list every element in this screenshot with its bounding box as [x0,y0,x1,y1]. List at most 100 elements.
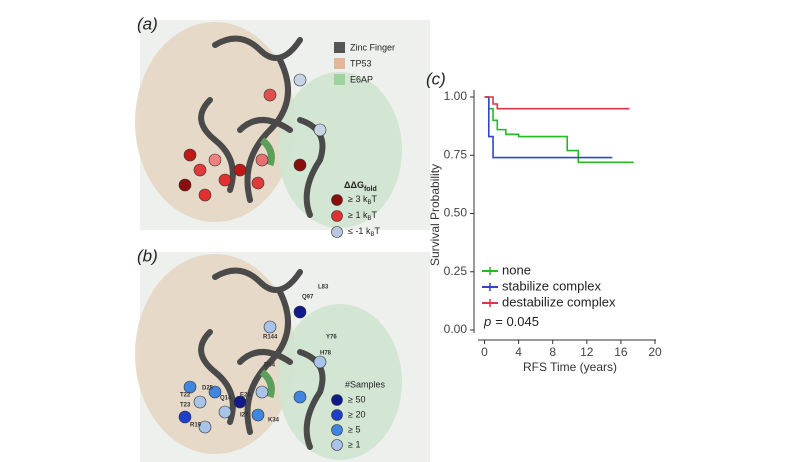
protein-ribbon [297,117,326,218]
y-tick-label: 0.25 [444,264,468,278]
text-part: = 0.045 [495,314,539,329]
legend-sphere [331,439,343,451]
text-part: B [370,232,374,238]
protein-ribbon [212,35,303,61]
residue-label: Y76 [326,335,337,341]
residue-sphere [313,355,327,369]
residue-sphere [233,395,247,409]
residue-sphere [218,405,232,419]
panel-label: (b) [137,246,158,265]
legend-label: ≥ 1 [348,439,360,449]
text-part: ≥ 3 k [348,194,368,204]
legend-swatch [334,42,345,53]
y-tick-label: 0.00 [444,322,468,336]
survival-curve [484,96,613,159]
text-part: ΔΔG [344,180,364,190]
legend-swatch [334,58,345,69]
residue-sphere [293,73,307,87]
residue-label: E29 [240,393,251,399]
legend-label: ≥ 50 [348,394,365,404]
text-part: T [374,226,380,236]
protein-ribbon [237,117,293,133]
text-part: ≤ -1 k [348,226,371,236]
protein-ribbon [244,289,291,435]
x-tick-label: 4 [515,345,522,359]
legend-label: Zinc Finger [350,42,395,52]
legend-label: E6AP [350,74,373,84]
tp53-surface [135,22,295,222]
panel-label: (c) [426,69,446,88]
survival-curve [484,96,634,164]
residue-label: H78 [320,351,332,357]
residue-label: T22 [180,393,191,399]
tp53-surface [135,254,295,454]
panel-label: (a) [137,14,158,33]
residue-label: R144 [263,335,278,341]
residue-label: Q97 [302,295,314,301]
survival-curve [484,96,630,110]
residue-sphere [198,420,212,434]
legend-label: ≥ 5 [348,424,360,434]
y-axis-label: Survival Probability [428,164,442,266]
residue-sphere [193,395,207,409]
residue-sphere [255,153,269,167]
residue-sphere [313,123,327,137]
residue-sphere [293,305,307,319]
text-part: ≥ 1 k [348,210,368,220]
residue-sphere [218,173,232,187]
x-axis-label: RFS Time (years) [523,360,617,374]
residue-sphere [263,320,277,334]
residue-label: K34 [268,418,280,424]
residue-label: I27 [240,413,249,419]
x-tick-label: 0 [481,345,488,359]
e6ap-helix [259,137,275,167]
legend-sphere [331,210,343,222]
residue-sphere [178,410,192,424]
legend-label: ≥ 3 kBT [348,194,377,205]
legend-label: ≥ 20 [348,409,365,419]
residue-sphere [263,88,277,102]
legend-label: stabilize complex [502,278,601,293]
protein-ribbon [237,349,293,365]
text-part: fold [364,186,377,193]
residue-label: D64 [264,363,276,369]
x-tick-label: 16 [614,345,628,359]
residue-sphere [198,188,212,202]
text-part: B [367,200,371,206]
protein-ribbon [244,57,291,203]
legend-sphere [331,226,343,238]
residue-label: L83 [318,285,329,291]
residue-label: D25 [202,386,214,392]
protein-ribbon [212,267,303,293]
legend-label: none [502,262,531,277]
residue-label: R19 [190,423,202,429]
legend-title: #Samples [345,379,386,389]
residue-sphere [233,163,247,177]
p-value: p = 0.045 [483,314,539,329]
legend-label: ≤ -1 kBT [348,226,380,237]
legend-sphere [331,409,343,421]
x-tick-label: 20 [648,345,662,359]
legend-title: ΔΔGfold [344,180,377,192]
x-tick-label: 8 [549,345,556,359]
y-tick-label: 0.75 [444,147,468,161]
molecule-layer [135,20,430,462]
residue-sphere [193,163,207,177]
y-tick-label: 0.50 [444,206,468,220]
residue-sphere [251,176,265,190]
y-tick-label: 1.00 [444,89,468,103]
legend-label: TP53 [350,58,372,68]
protein-ribbon [297,349,326,450]
residue-sphere [208,153,222,167]
legend-sphere [331,394,343,406]
text-part: T [371,210,377,220]
e6ap-helix [259,369,275,399]
legend-label: destabilize complex [502,294,616,309]
residue-sphere [255,385,269,399]
text-part: p [483,314,491,329]
x-tick-label: 12 [580,345,594,359]
residue-label: T23 [180,403,191,409]
protein-ribbon [198,329,236,425]
text-part: T [371,194,377,204]
